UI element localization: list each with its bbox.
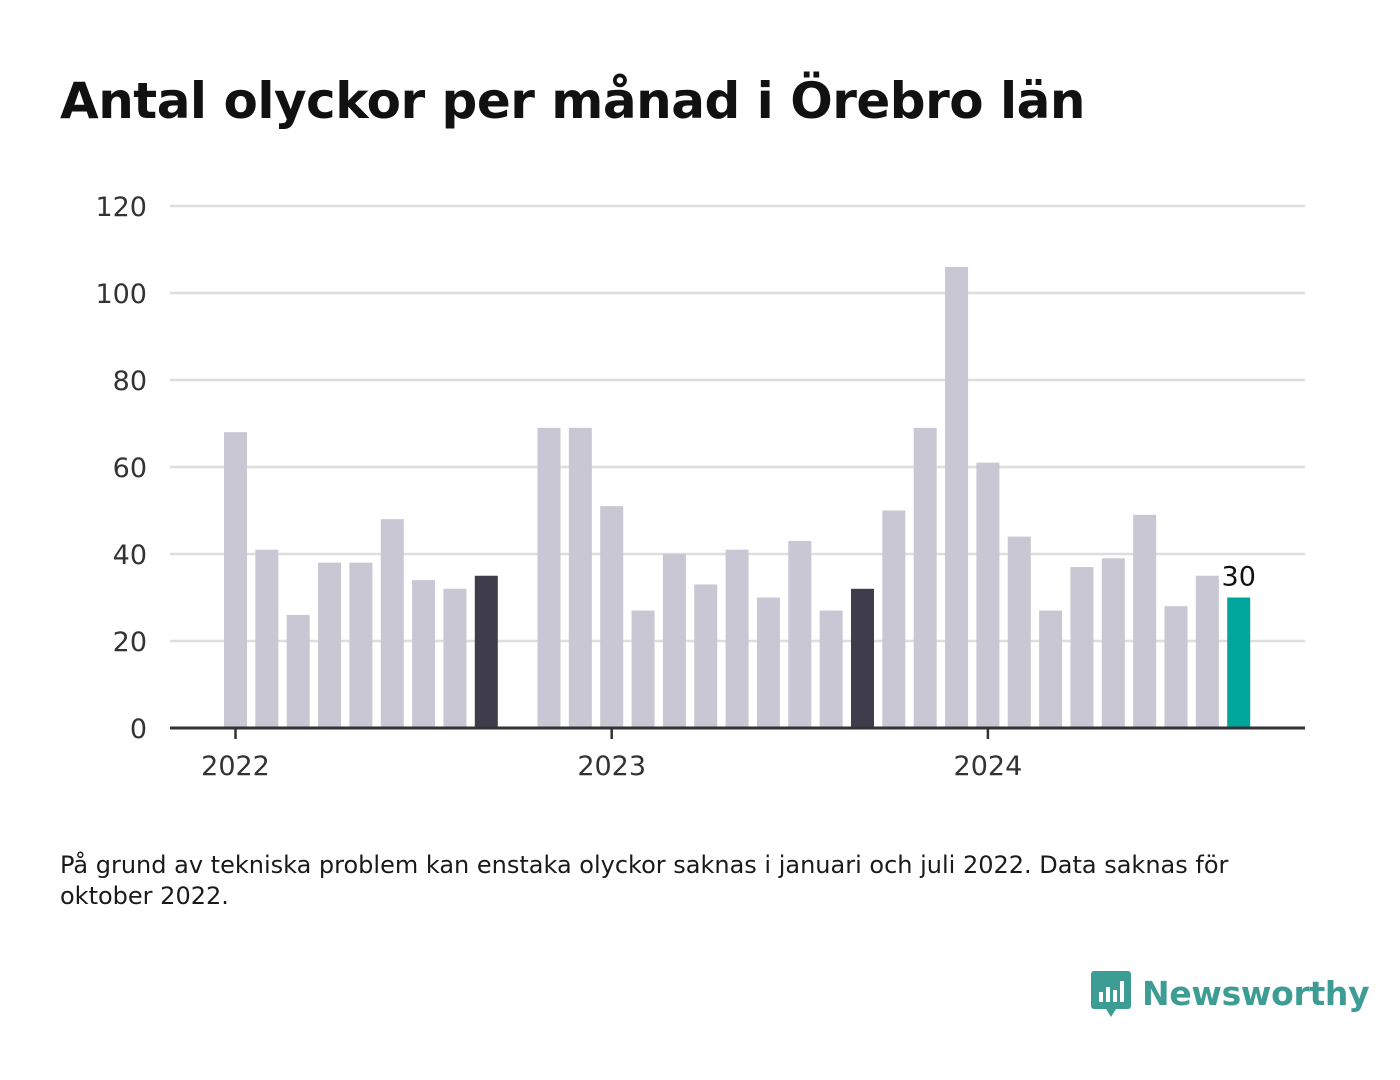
axes xyxy=(170,726,1305,739)
bar-2022-08 xyxy=(443,588,467,728)
bar-2022-06 xyxy=(380,519,404,728)
y-tick-label-60: 60 xyxy=(113,453,147,484)
bar-2022-01 xyxy=(224,432,247,728)
bar-2022-05 xyxy=(349,562,373,728)
bar-2023-06 xyxy=(756,597,780,728)
bar-2024-04 xyxy=(1070,567,1094,728)
data-label-2024-09: 30 xyxy=(1222,562,1256,593)
bar-2022-04 xyxy=(318,562,342,728)
bar-2024-06 xyxy=(1133,514,1157,728)
bar-2024-01 xyxy=(976,462,1000,728)
y-tick-label-120: 120 xyxy=(95,192,147,223)
bar-2023-03 xyxy=(662,554,686,728)
bar-2024-03 xyxy=(1039,610,1063,728)
y-tick-label-100: 100 xyxy=(95,279,147,310)
y-tick-label-20: 20 xyxy=(113,627,147,658)
bar-2022-07 xyxy=(412,580,436,728)
chart-title: Antal olyckor per månad i Örebro län xyxy=(60,72,1085,130)
newsworthy-logo-icon xyxy=(1091,971,1131,1017)
bar-2022-03 xyxy=(286,614,310,728)
bar-2023-09 xyxy=(851,588,874,728)
y-tick-label-40: 40 xyxy=(113,540,147,571)
bar-2024-07 xyxy=(1164,606,1188,728)
bar-2023-07 xyxy=(788,540,812,728)
bar-2023-12 xyxy=(945,266,969,728)
bar-2023-05 xyxy=(725,549,749,728)
bar-chart: 0 20 40 60 80 100 120 2022 2023 2024 30 xyxy=(95,192,1305,782)
bar-2023-01 xyxy=(600,506,624,728)
brand-name: Newsworthy xyxy=(1142,973,1370,1013)
bar-2024-02 xyxy=(1007,536,1031,728)
y-tick-label-0: 0 xyxy=(130,714,147,745)
bar-2023-02 xyxy=(631,610,655,728)
bar-2024-05 xyxy=(1101,558,1125,728)
bar-2022-02 xyxy=(255,549,279,728)
footnote: På grund av tekniska problem kan enstaka… xyxy=(60,851,1229,910)
x-tick-label-2022: 2022 xyxy=(201,751,270,782)
brand-logo: Newsworthy xyxy=(1090,968,1370,1018)
labels: 0 20 40 60 80 100 120 2022 2023 2024 30 xyxy=(95,192,1255,782)
bar-2023-10 xyxy=(882,510,906,728)
bar-2023-04 xyxy=(694,584,718,728)
bar-2024-09 xyxy=(1227,597,1251,728)
bar-2023-08 xyxy=(819,610,843,728)
bar-2022-11 xyxy=(537,427,561,728)
bar-2022-12 xyxy=(568,427,592,728)
bar-2022-09 xyxy=(474,575,498,728)
x-tick-label-2024: 2024 xyxy=(954,751,1023,782)
bars xyxy=(224,266,1251,728)
y-tick-label-80: 80 xyxy=(113,366,147,397)
bar-2024-08 xyxy=(1195,575,1219,728)
x-tick-label-2023: 2023 xyxy=(577,751,646,782)
bar-2023-11 xyxy=(913,427,937,728)
